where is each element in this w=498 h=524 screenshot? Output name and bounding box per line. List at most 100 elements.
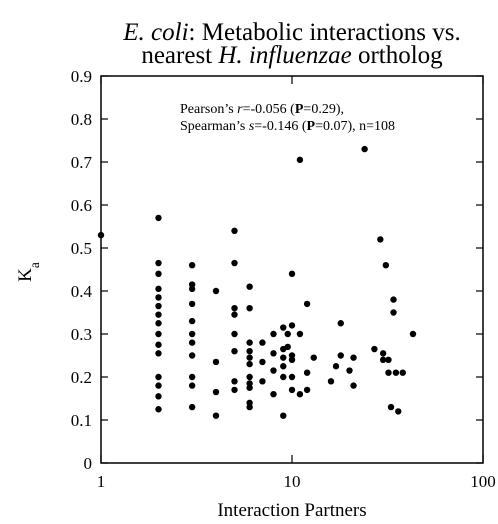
point xyxy=(246,283,253,290)
point xyxy=(346,367,353,374)
y-tick-label: 0.5 xyxy=(71,239,92,258)
y-tick-label: 0.3 xyxy=(71,325,92,344)
point xyxy=(303,386,311,394)
text-segment: E. coli xyxy=(122,19,188,46)
point xyxy=(246,403,253,411)
point xyxy=(259,378,266,385)
point xyxy=(280,412,287,419)
point xyxy=(188,382,196,389)
point xyxy=(390,296,397,303)
point xyxy=(188,317,196,325)
point xyxy=(155,393,162,400)
point xyxy=(270,330,277,338)
point xyxy=(288,386,296,394)
point xyxy=(387,403,395,411)
point xyxy=(259,358,266,366)
point xyxy=(155,294,162,301)
point xyxy=(377,236,384,243)
text-segment: =-0.146 ( xyxy=(254,119,307,134)
point xyxy=(155,373,162,381)
point xyxy=(231,386,238,394)
point xyxy=(288,373,296,381)
point xyxy=(350,354,357,361)
text-segment: a xyxy=(27,262,42,268)
text-segment: H. influenzae xyxy=(217,42,351,69)
point xyxy=(188,373,196,381)
point xyxy=(303,369,311,376)
point xyxy=(284,343,291,351)
rich-text: Ka xyxy=(15,262,42,282)
point xyxy=(246,354,253,361)
point xyxy=(155,270,162,277)
point xyxy=(395,408,402,415)
point xyxy=(310,354,317,361)
rich-text: Pearson’s r=-0.056 (P=0.29), xyxy=(180,102,344,117)
y-tick-label: 0 xyxy=(84,454,93,473)
point xyxy=(246,305,253,312)
y-tick-label: 0.1 xyxy=(71,411,92,430)
point xyxy=(212,287,220,295)
point xyxy=(280,373,287,381)
point xyxy=(231,330,238,338)
point xyxy=(155,259,162,267)
point xyxy=(284,330,291,338)
point xyxy=(296,391,304,398)
point xyxy=(259,339,266,346)
point xyxy=(155,302,162,310)
point xyxy=(379,350,387,357)
point xyxy=(246,373,253,381)
point xyxy=(327,378,335,385)
point xyxy=(231,378,238,385)
y-tick-label: 0.4 xyxy=(71,282,93,301)
point xyxy=(379,356,387,363)
point xyxy=(399,369,406,376)
point xyxy=(409,330,417,338)
text-segment: Interaction Partners xyxy=(217,500,366,521)
point xyxy=(350,382,357,389)
rich-text: Spearman’s s=-0.146 (P=0.07), n=108 xyxy=(180,119,395,134)
point xyxy=(155,311,162,318)
point xyxy=(188,300,196,308)
point xyxy=(188,339,196,346)
rich-text: Interaction Partners xyxy=(217,500,366,521)
x-tick-label: 10 xyxy=(284,472,301,491)
point xyxy=(155,214,162,222)
point xyxy=(155,285,162,293)
point xyxy=(155,320,162,327)
point xyxy=(280,324,287,331)
point xyxy=(361,145,368,153)
point xyxy=(246,384,253,391)
y-tick-label: 0.6 xyxy=(71,196,92,215)
point xyxy=(212,412,220,419)
point xyxy=(270,350,277,357)
point xyxy=(280,354,287,361)
point xyxy=(288,356,296,363)
point xyxy=(332,363,340,370)
point xyxy=(385,356,392,363)
text-segment: s xyxy=(249,119,255,134)
point xyxy=(288,322,296,329)
point xyxy=(288,270,296,277)
point xyxy=(371,345,378,353)
point xyxy=(296,330,304,338)
text-segment: =0.29), xyxy=(303,102,344,117)
text-segment: ortholog xyxy=(352,42,443,69)
point xyxy=(337,352,344,359)
point xyxy=(337,320,344,327)
point xyxy=(280,363,287,370)
text-segment: r xyxy=(237,102,243,117)
point xyxy=(246,339,253,346)
point xyxy=(188,262,196,269)
point xyxy=(212,388,220,396)
text-segment: P xyxy=(295,102,304,117)
y-tick-label: 0.2 xyxy=(71,368,92,387)
text-segment: =0.07), n=108 xyxy=(315,119,395,134)
point xyxy=(231,305,238,312)
y-tick-label: 0.7 xyxy=(71,153,93,172)
point xyxy=(188,352,196,359)
point xyxy=(392,369,400,376)
text-segment: Spearman’s xyxy=(180,119,249,134)
y-tick-label: 0.8 xyxy=(71,110,92,129)
point xyxy=(212,358,220,366)
